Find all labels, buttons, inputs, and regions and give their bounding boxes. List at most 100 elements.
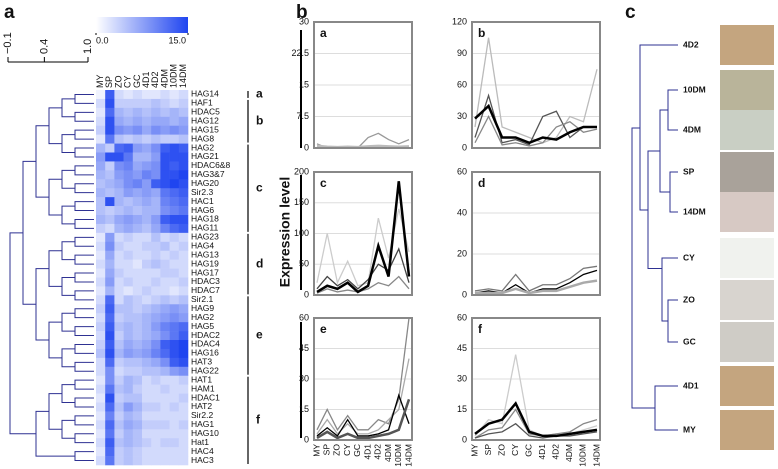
heatmap-cell [169, 438, 180, 448]
column-label: 14DM [178, 64, 188, 88]
heatmap-cell [169, 161, 180, 171]
heatmap-cell [169, 277, 180, 287]
heatmap-cell [105, 116, 115, 127]
heatmap-cell [114, 134, 124, 144]
heatmap-cell [105, 331, 115, 341]
panel-title: f [478, 322, 483, 336]
heatmap-cell [123, 304, 134, 314]
tree-branch [654, 385, 678, 431]
row-label: HAC1 [191, 196, 214, 206]
heatmap-cell [123, 456, 134, 466]
heatmap-cell [160, 125, 170, 135]
heatmap-cell [169, 206, 180, 216]
heatmap-cell [142, 331, 152, 341]
heatmap-cell [142, 197, 152, 207]
heatmap-cell [169, 125, 180, 135]
heatmap-cell [169, 188, 180, 198]
heatmap-cell [169, 197, 180, 207]
x-tick-label: 14DM [591, 444, 601, 467]
heatmap-cell [160, 411, 170, 421]
heatmap-cell [169, 447, 180, 457]
heatmap-cell [114, 313, 124, 323]
specimen-image [720, 366, 774, 406]
panel-frame [471, 21, 601, 149]
heatmap-cell [96, 429, 106, 439]
panel-title: c [320, 176, 327, 190]
heatmap-cell [105, 232, 115, 243]
heatmap-cell [132, 134, 143, 144]
y-axis-label: Expression level [277, 177, 293, 288]
heatmap-cell [132, 402, 143, 412]
heatmap-cell [142, 277, 152, 287]
heatmap-cell [105, 197, 115, 207]
heatmap-cell [114, 295, 124, 305]
heatmap-cell [114, 90, 124, 100]
heatmap-cell [142, 340, 152, 350]
y-tick-label: 60 [299, 312, 309, 322]
row-label: Sir2.2 [191, 410, 213, 420]
heatmap-cell [132, 348, 143, 359]
heatmap-cell [178, 456, 189, 466]
heatmap-cell [105, 429, 115, 439]
heatmap-cell [105, 366, 115, 377]
heatmap-cell [123, 393, 134, 403]
column-label: ZO [113, 76, 123, 89]
dendrogram [74, 308, 94, 319]
heatmap-cell [142, 161, 152, 171]
heatmap-cell [169, 456, 180, 466]
heatmap-cell [105, 161, 115, 171]
heatmap-cell [178, 313, 189, 323]
dendrogram [48, 250, 62, 287]
heatmap-cell [151, 134, 161, 144]
heatmap-cell [169, 90, 180, 100]
heatmap-cell [178, 411, 189, 421]
heatmap-cell [105, 206, 115, 216]
heatmap-cell [123, 259, 134, 269]
heatmap-cell [178, 331, 189, 341]
dendrogram [61, 277, 75, 296]
x-tick-label: SP [321, 444, 331, 456]
y-tick-label: 22.5 [291, 48, 309, 58]
row-label: HDAC5 [191, 107, 220, 117]
heatmap-cell [114, 143, 124, 153]
heatmap-cell [169, 366, 180, 377]
tree-branch [631, 127, 655, 409]
heatmap-cell [96, 375, 106, 385]
series-line [316, 393, 410, 437]
heatmap-cell [169, 268, 180, 278]
heatmap-cell [151, 322, 161, 332]
heatmap-cell [132, 179, 143, 189]
x-tick-label: 4DM [383, 444, 393, 462]
heatmap-cell [105, 170, 115, 180]
heatmap-cell [123, 366, 134, 377]
heatmap-cell [105, 250, 115, 260]
heatmap-cell [178, 223, 189, 234]
heatmap-cell [142, 429, 152, 439]
y-tick-label: 60 [457, 312, 467, 322]
heatmap-cell [132, 322, 143, 332]
heatmap-cell [96, 152, 106, 162]
heatmap-cell [123, 447, 134, 457]
tree-branch [667, 299, 678, 343]
heatmap-cell [151, 331, 161, 341]
dendrogram [74, 290, 94, 301]
heatmap-cell [178, 357, 189, 368]
row-label: HAG14 [191, 89, 219, 99]
heatmap-cell [142, 357, 152, 368]
x-tick-label: 4D2 [373, 444, 383, 460]
cluster-label: b [256, 113, 263, 127]
colorbar-tick-label: 0.0 [96, 35, 109, 45]
x-tick-label: 4D1 [362, 444, 372, 460]
heatmap-cell [132, 116, 143, 127]
heatmap-cell [151, 143, 161, 153]
heatmap-cell [114, 215, 124, 225]
dendrogram [74, 361, 94, 372]
heatmap-cell [169, 393, 180, 403]
heatmap-cell [132, 170, 143, 180]
dendrogram [48, 393, 62, 430]
heatmap-cell [160, 98, 170, 109]
column-label: 4D2 [150, 71, 160, 88]
heatmap-cell [114, 188, 124, 198]
series-line [316, 181, 411, 294]
heatmap-cell [151, 223, 161, 234]
